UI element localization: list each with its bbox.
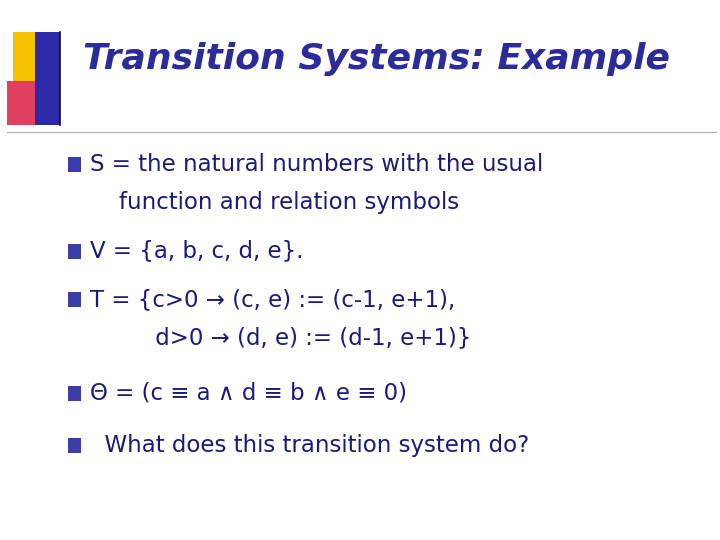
Text: function and relation symbols: function and relation symbols <box>90 191 459 214</box>
Bar <box>68 292 81 307</box>
Text: T = {c>0 → (c, e) := (c-1, e+1),: T = {c>0 → (c, e) := (c-1, e+1), <box>90 288 455 311</box>
Text: d>0 → (d, e) := (d-1, e+1)}: d>0 → (d, e) := (d-1, e+1)} <box>90 326 472 349</box>
Bar <box>68 386 81 401</box>
Bar <box>68 157 81 172</box>
Text: Transition Systems: Example: Transition Systems: Example <box>83 43 670 76</box>
Bar <box>68 438 81 453</box>
Text: S = the natural numbers with the usual: S = the natural numbers with the usual <box>90 153 544 176</box>
Bar <box>35 32 60 125</box>
Text: V = {a, b, c, d, e}.: V = {a, b, c, d, e}. <box>90 240 304 262</box>
Bar <box>68 244 81 259</box>
Text: Θ = (c ≡ a ∧ d ≡ b ∧ e ≡ 0): Θ = (c ≡ a ∧ d ≡ b ∧ e ≡ 0) <box>90 382 407 404</box>
Text: What does this transition system do?: What does this transition system do? <box>90 434 529 457</box>
Bar <box>13 32 58 84</box>
Bar <box>7 81 43 125</box>
